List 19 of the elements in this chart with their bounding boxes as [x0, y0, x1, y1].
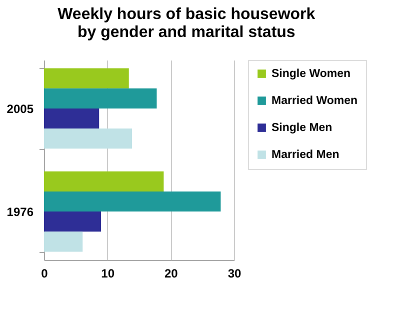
bar — [44, 191, 221, 212]
bar — [44, 128, 132, 149]
x-tick-label: 20 — [164, 266, 178, 280]
x-tick-label: 30 — [228, 266, 242, 280]
y-tick-label: 1976 — [6, 205, 34, 220]
legend-label: Single Men — [272, 122, 332, 134]
bar — [44, 68, 129, 88]
legend-label: Single Women — [272, 68, 351, 80]
bar — [44, 232, 83, 252]
bar — [44, 212, 101, 232]
legend-label: Married Men — [272, 148, 340, 161]
y-tick-label: 2005 — [6, 102, 34, 116]
chart-title: Weekly hours of basic housework by gender and marital status — [58, 6, 316, 41]
x-tick-label: 10 — [101, 266, 115, 280]
legend-label: Married Women — [272, 94, 358, 107]
x-tick-label: 0 — [41, 266, 48, 280]
bar — [44, 171, 164, 192]
bar — [44, 88, 157, 108]
bar — [44, 108, 100, 129]
